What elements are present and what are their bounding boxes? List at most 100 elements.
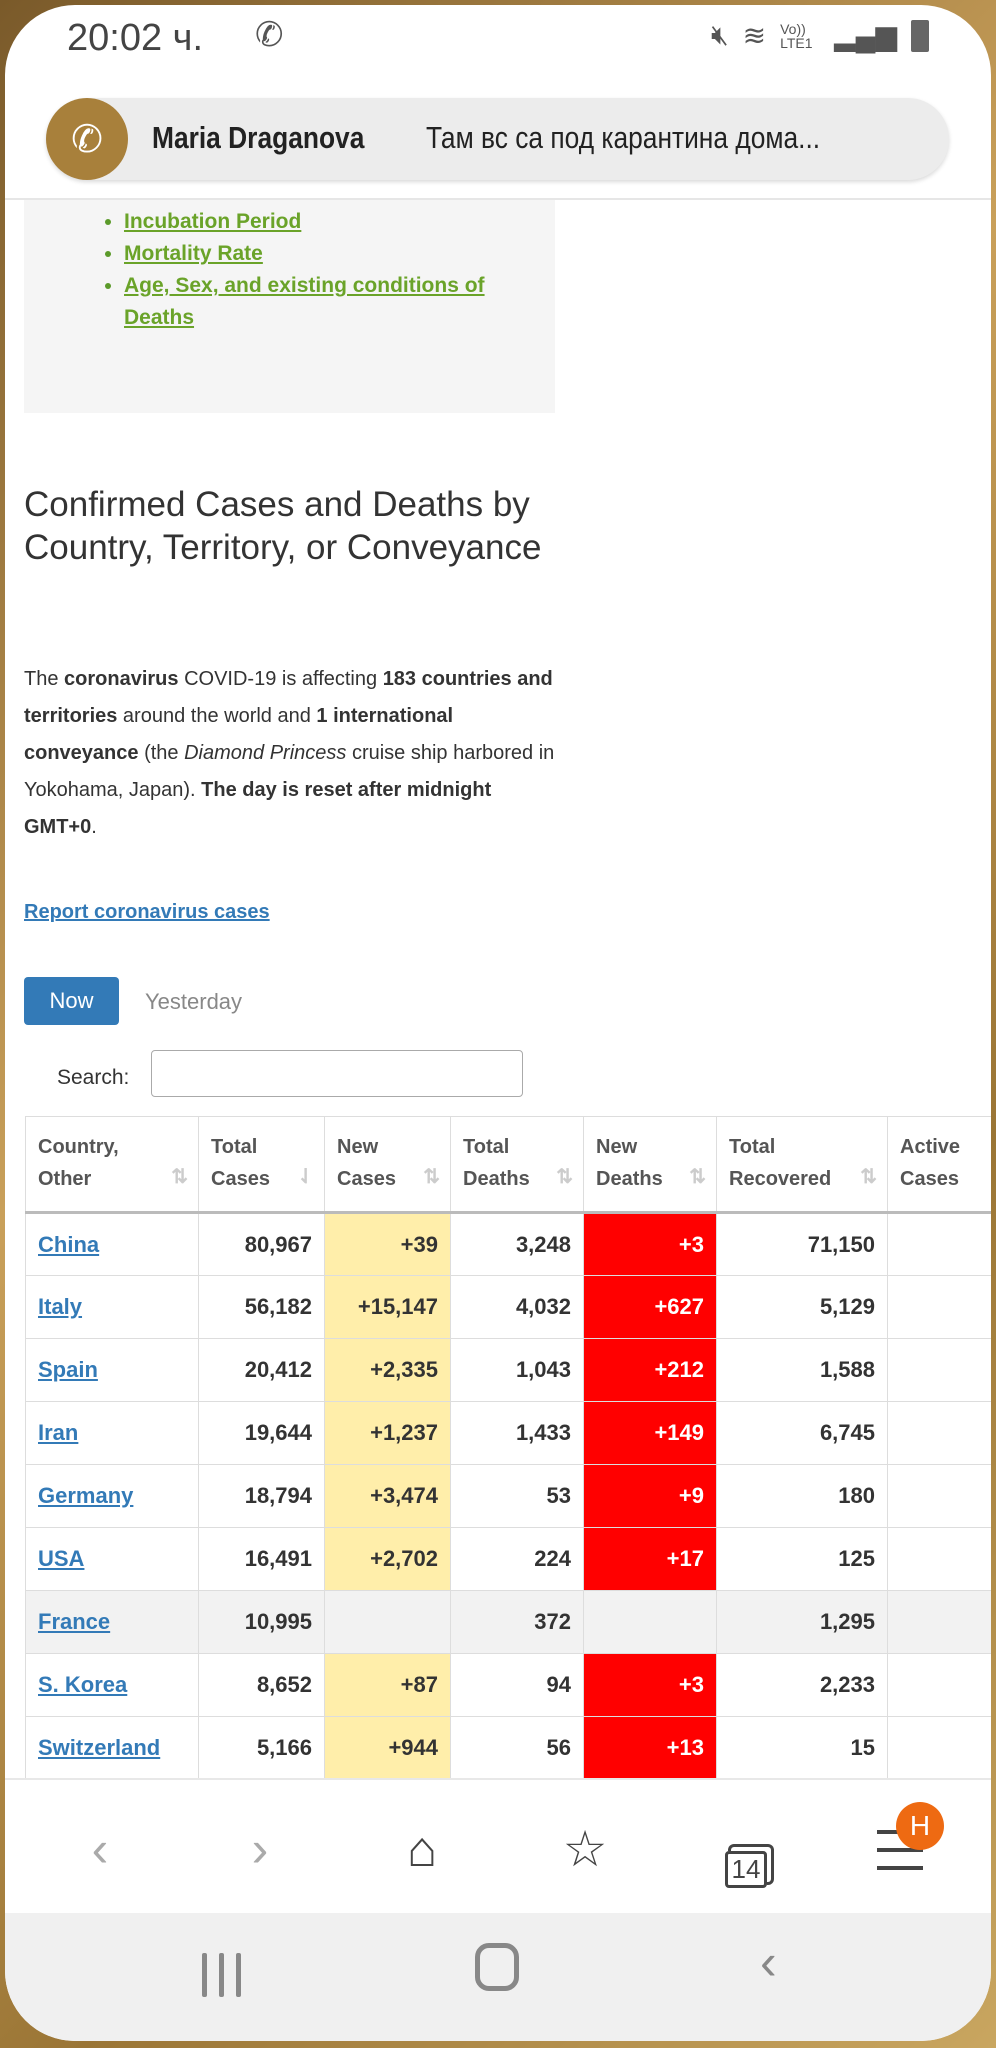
- value-cell: +212: [583, 1338, 717, 1402]
- section-heading: Confirmed Cases and Deaths by Country, T…: [24, 485, 542, 567]
- column-header[interactable]: Total Cases ⇃: [198, 1116, 325, 1214]
- country-link[interactable]: Germany: [38, 1483, 134, 1508]
- header-line: Cases: [211, 1168, 270, 1190]
- value-cell: 5,166: [198, 1716, 325, 1778]
- country-link[interactable]: USA: [38, 1546, 85, 1571]
- value-cell: 8,652: [198, 1653, 325, 1717]
- system-nav-bar: ‹: [5, 1913, 991, 2041]
- country-link[interactable]: Switzerland: [38, 1735, 161, 1760]
- value-cell: +2,702: [324, 1527, 451, 1591]
- intro-paragraph: The coronavirus COVID-19 is affecting 18…: [24, 668, 555, 838]
- value-cell: 9,328: [887, 1590, 991, 1654]
- column-header[interactable]: Total Recovered ⇅: [716, 1116, 888, 1214]
- network-label: Vo)) LTE1: [780, 20, 813, 51]
- value-cell: 20,412: [198, 1338, 325, 1402]
- country-cell: Germany: [25, 1464, 199, 1528]
- table-of-contents: Incubation Period Mortality Rate Age, Se…: [24, 200, 555, 413]
- country-link[interactable]: S. Korea: [38, 1672, 128, 1697]
- system-back-icon[interactable]: ‹: [760, 1934, 777, 1990]
- menu-icon[interactable]: [877, 1830, 923, 1870]
- search-label: Search:: [57, 1066, 130, 1089]
- column-header[interactable]: Total Deaths ⇅: [450, 1116, 584, 1214]
- sort-icon[interactable]: ⇅: [556, 1166, 573, 1188]
- value-cell: 18,561: [887, 1464, 991, 1528]
- value-cell: 3,248: [450, 1212, 584, 1276]
- value-cell: [583, 1590, 717, 1654]
- message-notification[interactable]: ✆ Maria Draganova Там вс са под карантин…: [46, 98, 949, 180]
- value-cell: 16,142: [887, 1527, 991, 1591]
- value-cell: 10,995: [198, 1590, 325, 1654]
- country-cell: China: [25, 1212, 199, 1276]
- sort-icon[interactable]: ⇅: [423, 1166, 440, 1188]
- search-input[interactable]: [151, 1050, 523, 1097]
- country-cell: Spain: [25, 1338, 199, 1402]
- viber-icon: ✆: [46, 98, 128, 180]
- value-cell: +17: [583, 1527, 717, 1591]
- country-link[interactable]: Iran: [38, 1420, 79, 1445]
- toc-link[interactable]: Mortality Rate: [124, 242, 263, 265]
- value-cell: [324, 1590, 451, 1654]
- mute-icon: 🔇︎: [710, 19, 729, 50]
- value-cell: 56: [450, 1716, 584, 1778]
- header-line: Cases: [900, 1168, 959, 1190]
- header-line: Recovered: [729, 1168, 832, 1190]
- report-cases-link[interactable]: Report coronavirus cases: [24, 901, 270, 923]
- tabs-button[interactable]: 14: [711, 1832, 781, 1890]
- value-cell: 19,644: [198, 1401, 325, 1465]
- toc-link[interactable]: Incubation Period: [124, 210, 302, 233]
- status-bar: 20:02 ч. ✆ 🔇︎ ≋ Vo)) LTE1 ▂▄▆: [5, 5, 991, 75]
- value-cell: 6,745: [716, 1401, 888, 1465]
- toc-link[interactable]: Age, Sex, and existing conditions of Dea…: [124, 274, 485, 329]
- value-cell: +15,147: [324, 1275, 451, 1339]
- forward-icon[interactable]: ›: [251, 1821, 269, 1877]
- value-cell: +944: [324, 1716, 451, 1778]
- home-button-icon[interactable]: [475, 1943, 519, 1991]
- value-cell: 17,781: [887, 1338, 991, 1402]
- sort-icon[interactable]: ⇅: [171, 1166, 188, 1188]
- header-line: Active: [900, 1136, 961, 1158]
- notification-message: Там вс са под карантина дома...: [426, 120, 821, 155]
- tab-now[interactable]: Now: [24, 977, 119, 1025]
- header-line: New: [337, 1136, 379, 1158]
- column-header[interactable]: Country, Other ⇅: [25, 1116, 199, 1214]
- country-link[interactable]: Italy: [38, 1294, 83, 1319]
- value-cell: +1,237: [324, 1401, 451, 1465]
- signal-icon: ▂▄▆: [834, 20, 897, 51]
- column-header[interactable]: New Deaths ⇅: [583, 1116, 717, 1214]
- header-line: Total: [729, 1136, 776, 1158]
- country-cell: USA: [25, 1527, 199, 1591]
- tab-yesterday[interactable]: Yesterday: [145, 989, 243, 1014]
- table-row: France 10,995 372 1,2959,328: [25, 1590, 991, 1654]
- back-icon[interactable]: ‹: [91, 1821, 109, 1877]
- value-cell: +9: [583, 1464, 717, 1528]
- country-link[interactable]: France: [38, 1609, 111, 1634]
- sort-icon[interactable]: ⇃: [297, 1166, 314, 1188]
- header-line: Country,: [38, 1136, 119, 1158]
- divider: [5, 198, 991, 200]
- column-header[interactable]: New Cases ⇅: [324, 1116, 451, 1214]
- country-link[interactable]: China: [38, 1231, 100, 1257]
- value-cell: +2,335: [324, 1338, 451, 1402]
- country-link[interactable]: Spain: [38, 1357, 98, 1382]
- value-cell: +149: [583, 1401, 717, 1465]
- value-cell: 15: [716, 1716, 888, 1778]
- menu-badge: H: [896, 1802, 944, 1850]
- value-cell: 125: [716, 1527, 888, 1591]
- value-cell: 16,491: [198, 1527, 325, 1591]
- value-cell: 1,043: [450, 1338, 584, 1402]
- sort-icon[interactable]: ⇅: [860, 1166, 877, 1188]
- country-cell: Italy: [25, 1275, 199, 1339]
- value-cell: 1,433: [450, 1401, 584, 1465]
- home-icon[interactable]: ⌂: [406, 1821, 438, 1877]
- sort-icon[interactable]: ⇅: [689, 1166, 706, 1188]
- recent-apps-icon[interactable]: [202, 1953, 242, 1997]
- bookmarks-icon[interactable]: ☆: [562, 1821, 608, 1877]
- country-cell: France: [25, 1590, 199, 1654]
- value-cell: 18,794: [198, 1464, 325, 1528]
- value-cell: 71,150: [716, 1212, 888, 1276]
- phone-screen: 20:02 ч. ✆ 🔇︎ ≋ Vo)) LTE1 ▂▄▆ ✆ Maria Dr…: [5, 5, 991, 2041]
- value-cell: +13: [583, 1716, 717, 1778]
